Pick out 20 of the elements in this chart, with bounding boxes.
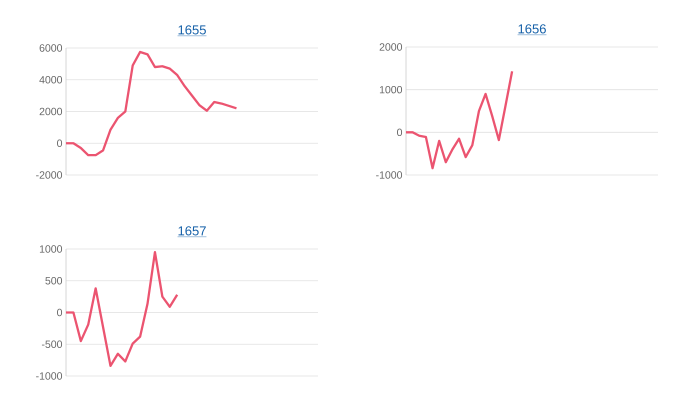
y-tick-label: 1000 xyxy=(40,245,62,253)
y-tick-label: 2000 xyxy=(40,108,62,116)
y-tick-label: 4000 xyxy=(39,76,62,84)
y-tick-label: -1000 xyxy=(376,171,402,179)
y-tick-label: 0 xyxy=(57,308,62,316)
y-tick-label: 6000 xyxy=(40,44,62,52)
chart-title: 1657 xyxy=(178,226,206,236)
line-series xyxy=(64,251,178,367)
chart-title: 1655 xyxy=(178,25,206,34)
y-tick-label: 1000 xyxy=(380,86,402,94)
y-tick-label: -2000 xyxy=(36,171,62,179)
y-tick-label: 0 xyxy=(57,140,62,147)
y-tick-label: 0 xyxy=(397,128,402,136)
y-tick-label: -1000 xyxy=(36,372,62,380)
line-series xyxy=(64,50,238,156)
line-series xyxy=(404,70,514,170)
y-tick-label: 2000 xyxy=(380,43,402,51)
y-tick-label: 500 xyxy=(45,277,62,284)
y-tick-label: -500 xyxy=(42,340,62,348)
chart-title: 1656 xyxy=(518,24,546,34)
